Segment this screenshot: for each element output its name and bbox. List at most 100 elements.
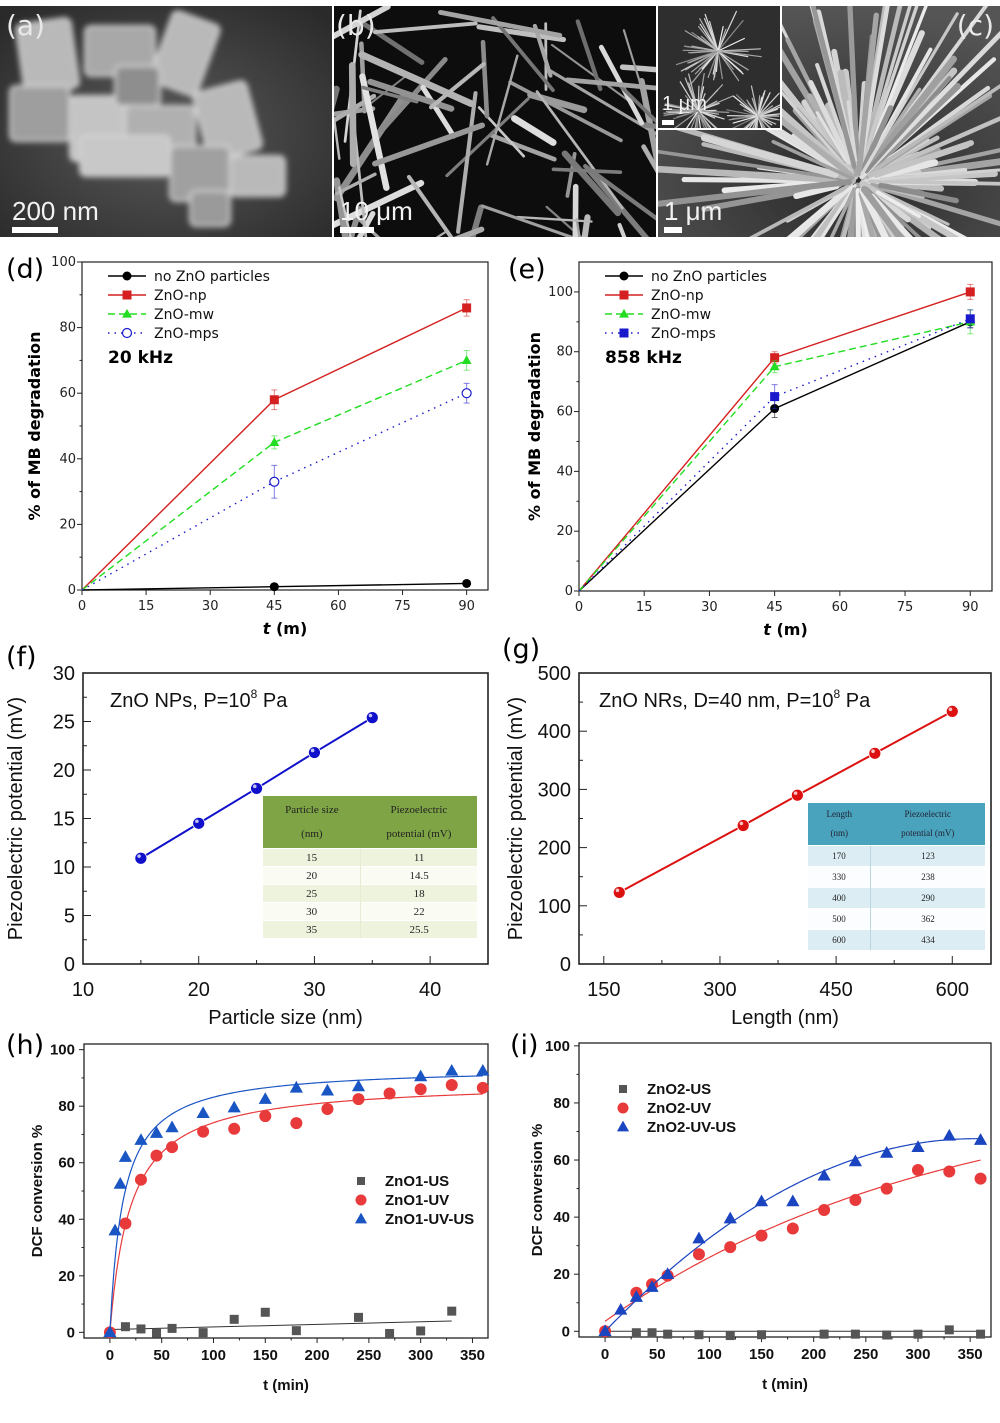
data-point-highlight	[739, 821, 744, 826]
nanorod	[820, 183, 857, 237]
needle	[453, 226, 485, 237]
data-point	[629, 1290, 643, 1302]
series-zno1-uv-us	[103, 1063, 490, 1338]
panel-label-g: (g)	[502, 634, 541, 665]
nanorod	[815, 62, 853, 162]
needle	[334, 6, 391, 40]
table-row: 15 11	[263, 848, 477, 867]
needle	[334, 177, 349, 237]
data-point	[694, 1330, 704, 1340]
sem-image-a: (a) 200 nm	[0, 6, 332, 237]
nanorod	[792, 186, 853, 237]
needle	[358, 51, 475, 107]
sem-image-c: 1 μm (c) 1 μm	[658, 6, 1000, 237]
panel-label-h: (h)	[6, 1030, 45, 1061]
nanorod	[875, 190, 921, 219]
data-point	[227, 1100, 241, 1113]
sem-image-b: (b) 10 μm	[334, 6, 656, 237]
panel-label-f: (f)	[6, 642, 37, 673]
nanorod	[691, 45, 719, 52]
nanorod	[717, 10, 738, 52]
legend-marker	[619, 328, 629, 338]
chart-e-svg: 0 15 30 45 60 75 90 0 20 40 60 80 100 t (m) % of MB de…	[525, 261, 993, 639]
panel-label-i: (i)	[510, 1030, 539, 1061]
nanorod	[717, 50, 723, 80]
needle	[373, 21, 478, 35]
x-tick-label: 75	[394, 599, 411, 614]
x-axis-title: t (m)	[763, 620, 808, 639]
needle	[445, 97, 530, 178]
table-row: 600 434	[808, 929, 985, 950]
panel-label-b: (b)	[336, 9, 376, 42]
data-point	[755, 1229, 768, 1242]
needle	[372, 122, 485, 167]
data-point-highlight	[871, 749, 875, 754]
data-point	[260, 1307, 270, 1317]
series-zno-mps	[81, 382, 472, 591]
inset-table-f: Particle size (nm) Piezoelectric potential…	[263, 796, 477, 938]
data-point	[445, 1078, 458, 1091]
nanorod	[697, 85, 700, 112]
needle	[551, 167, 623, 175]
chart-d-svg: 0 15 30 45 60 75 90 0 20 40 60 80 100 t (m) % of MB de…	[25, 255, 489, 638]
table-row: 35 25.5	[263, 920, 477, 938]
series-no-zno-particles	[81, 578, 472, 592]
nanorod	[873, 140, 974, 178]
y-tick-label: 200	[538, 838, 571, 860]
inset-table-f-header: Particle size (nm) Piezoelectric potential…	[263, 796, 477, 849]
header-line: Length	[826, 809, 853, 819]
needle	[535, 90, 624, 210]
y-tick-label: 300	[538, 779, 571, 801]
data-point	[354, 1312, 364, 1322]
data-point	[476, 1063, 490, 1076]
data-point	[166, 1141, 179, 1154]
table-row: 20 14.5	[263, 866, 477, 885]
table-cell: 30	[263, 902, 361, 921]
data-point-highlight	[948, 707, 953, 712]
needle	[561, 150, 622, 217]
x-tick-label: 150	[749, 1346, 774, 1363]
table-cell: 11	[360, 848, 477, 867]
series-line	[578, 318, 971, 592]
data-point	[414, 1083, 427, 1096]
nanorod	[748, 115, 759, 128]
nanorod	[697, 110, 717, 128]
table-row: 330 238	[808, 866, 985, 888]
nanorod	[757, 115, 765, 128]
data-point	[352, 1093, 365, 1106]
nanorod	[859, 105, 894, 174]
scale-label-c: 1 μm	[664, 196, 723, 226]
legend-marker	[121, 327, 133, 339]
data-point	[945, 705, 959, 718]
data-point	[269, 437, 280, 446]
needle	[360, 85, 419, 104]
needle	[480, 39, 490, 119]
data-point-highlight	[195, 819, 199, 824]
table-cell: 22	[360, 902, 477, 921]
legend-marker	[357, 1177, 365, 1185]
needle	[622, 29, 644, 93]
nanorod	[674, 110, 699, 128]
nanorod	[860, 185, 904, 237]
table-cell: 400	[808, 887, 871, 909]
table-cell: 14.5	[360, 866, 477, 885]
nanorod	[858, 191, 876, 237]
series-zno2-us	[600, 1325, 986, 1341]
nanorod	[846, 100, 858, 163]
legend-label: ZnO2-UV-US	[647, 1119, 736, 1136]
nanorod	[717, 50, 744, 75]
data-point	[944, 1325, 954, 1335]
x-tick-label: 0	[575, 600, 583, 615]
series-zno-mw	[81, 350, 472, 591]
data-point	[725, 1331, 735, 1341]
needle	[348, 206, 363, 237]
nanorod	[697, 110, 725, 120]
x-tick-label: 300	[905, 1346, 930, 1363]
data-point-highlight	[368, 713, 373, 718]
series-zno2-uv	[599, 1159, 987, 1338]
nanorod	[731, 115, 759, 128]
data-point	[661, 1267, 675, 1280]
table-cell: 20	[263, 866, 361, 885]
chart-h: (h) 0 50 100 150 200 250 300 350 0 20 40 60 80 100 t (…	[0, 1030, 500, 1423]
legend-label: ZnO-mps	[651, 326, 716, 342]
